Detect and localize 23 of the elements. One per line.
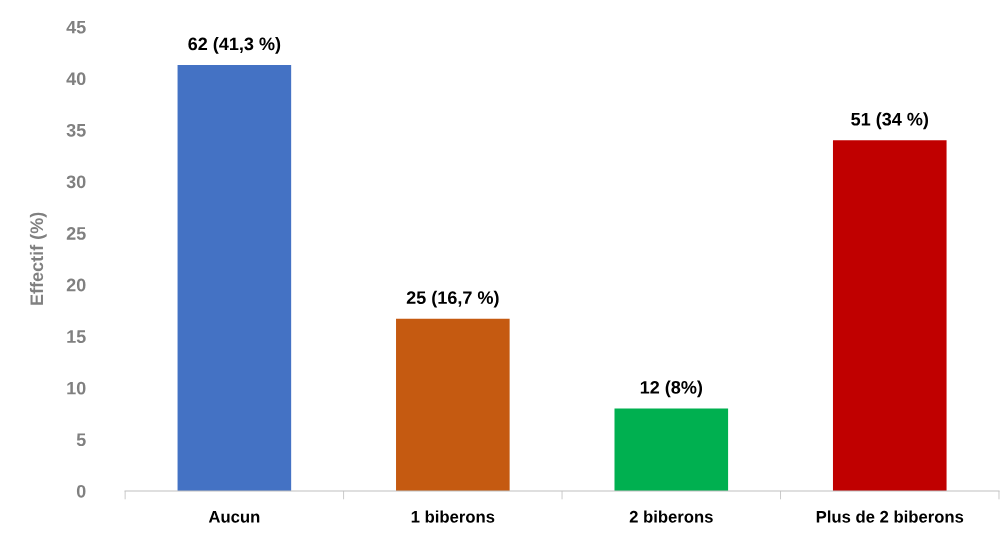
y-tick-label: 40 [66, 72, 86, 86]
y-tick-label: 0 [76, 484, 86, 498]
bar [832, 140, 947, 491]
y-tick-label: 20 [66, 278, 86, 292]
x-tick-label: 1 biberons [411, 510, 495, 523]
data-label: 62 (41,3 %) [188, 37, 281, 54]
y-tick-label: 10 [67, 381, 86, 395]
data-label: 25 (16,7 %) [406, 290, 499, 308]
y-tick-label: 30 [66, 175, 86, 189]
bar [177, 64, 292, 491]
bar [396, 318, 510, 491]
x-tick-label: 2 biberons [629, 510, 713, 523]
y-axis-title: Effectif (%) [29, 212, 47, 305]
y-tick-label: 25 [66, 227, 86, 240]
y-tick-label: 35 [66, 123, 86, 137]
y-tick-label: 45 [66, 20, 86, 34]
bar [614, 408, 729, 491]
x-tick-label: Aucun [208, 511, 260, 523]
x-tick-label: Plus de 2 biberons [816, 510, 964, 523]
y-tick-label: 5 [76, 433, 86, 447]
y-tick-label: 15 [67, 330, 86, 343]
data-label: 12 (8%) [640, 380, 703, 398]
data-label: 51 (34 %) [851, 112, 929, 130]
